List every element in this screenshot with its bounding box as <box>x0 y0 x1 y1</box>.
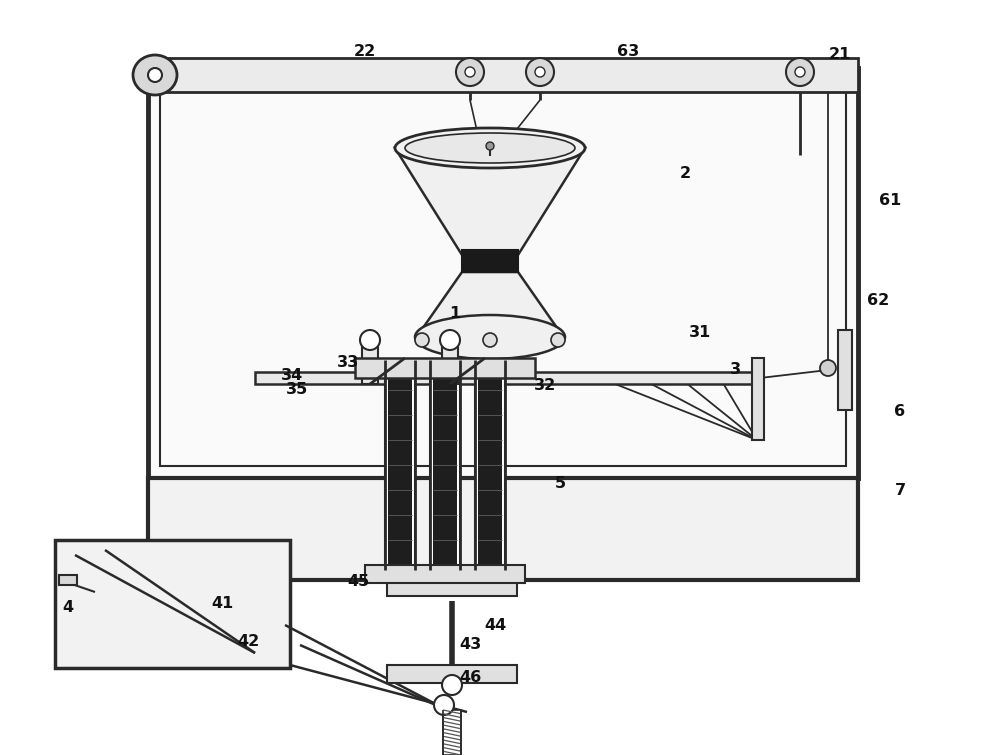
Circle shape <box>820 360 836 376</box>
Text: 33: 33 <box>337 355 359 370</box>
Text: 31: 31 <box>689 325 711 340</box>
Text: 45: 45 <box>347 574 369 589</box>
Bar <box>148 58 858 92</box>
Circle shape <box>440 330 460 350</box>
Circle shape <box>795 67 805 77</box>
Text: 4: 4 <box>62 600 74 615</box>
Bar <box>355 358 535 378</box>
Polygon shape <box>418 272 562 363</box>
Bar <box>752 358 764 440</box>
Text: 44: 44 <box>484 618 506 633</box>
Bar <box>387 578 517 596</box>
Ellipse shape <box>415 315 565 359</box>
Circle shape <box>415 333 429 347</box>
Text: 3: 3 <box>729 362 741 378</box>
Bar <box>388 365 412 565</box>
Text: 61: 61 <box>879 193 901 208</box>
Circle shape <box>483 333 497 347</box>
Text: 1: 1 <box>449 306 461 321</box>
Ellipse shape <box>405 133 575 163</box>
Circle shape <box>442 675 462 695</box>
Text: 32: 32 <box>534 378 556 393</box>
Text: 21: 21 <box>829 47 851 62</box>
Circle shape <box>786 58 814 86</box>
Ellipse shape <box>133 55 177 95</box>
Bar <box>478 365 502 565</box>
Text: 7: 7 <box>894 483 906 498</box>
Bar <box>387 665 517 683</box>
Bar <box>55 540 290 668</box>
Text: 6: 6 <box>894 404 906 419</box>
Circle shape <box>551 333 565 347</box>
Bar <box>365 565 525 583</box>
Text: 22: 22 <box>354 44 376 59</box>
Polygon shape <box>395 148 585 255</box>
Circle shape <box>456 58 484 86</box>
Circle shape <box>535 67 545 77</box>
Circle shape <box>434 695 454 715</box>
Circle shape <box>526 58 554 86</box>
Ellipse shape <box>395 128 585 168</box>
Bar <box>430 360 460 570</box>
Circle shape <box>465 67 475 77</box>
Bar <box>838 330 852 410</box>
Bar <box>443 710 461 755</box>
Bar <box>255 372 760 384</box>
Text: 62: 62 <box>867 293 889 308</box>
Text: 5: 5 <box>554 476 566 491</box>
Circle shape <box>486 142 494 150</box>
Text: 2: 2 <box>679 166 691 181</box>
Circle shape <box>148 68 162 82</box>
Circle shape <box>360 330 380 350</box>
Text: 41: 41 <box>211 596 233 612</box>
Bar <box>59 575 77 585</box>
Bar <box>442 340 458 384</box>
Bar <box>385 360 415 570</box>
Text: 63: 63 <box>617 44 639 59</box>
Bar <box>148 478 858 580</box>
Bar <box>475 360 505 570</box>
Text: 42: 42 <box>237 634 259 649</box>
Text: 46: 46 <box>459 670 481 686</box>
Text: 34: 34 <box>281 368 303 384</box>
Text: 35: 35 <box>286 382 308 397</box>
Bar <box>160 80 846 466</box>
Bar <box>462 250 518 272</box>
Bar <box>362 340 378 384</box>
Bar <box>433 365 457 565</box>
Bar <box>148 68 858 478</box>
Text: 43: 43 <box>459 637 481 652</box>
